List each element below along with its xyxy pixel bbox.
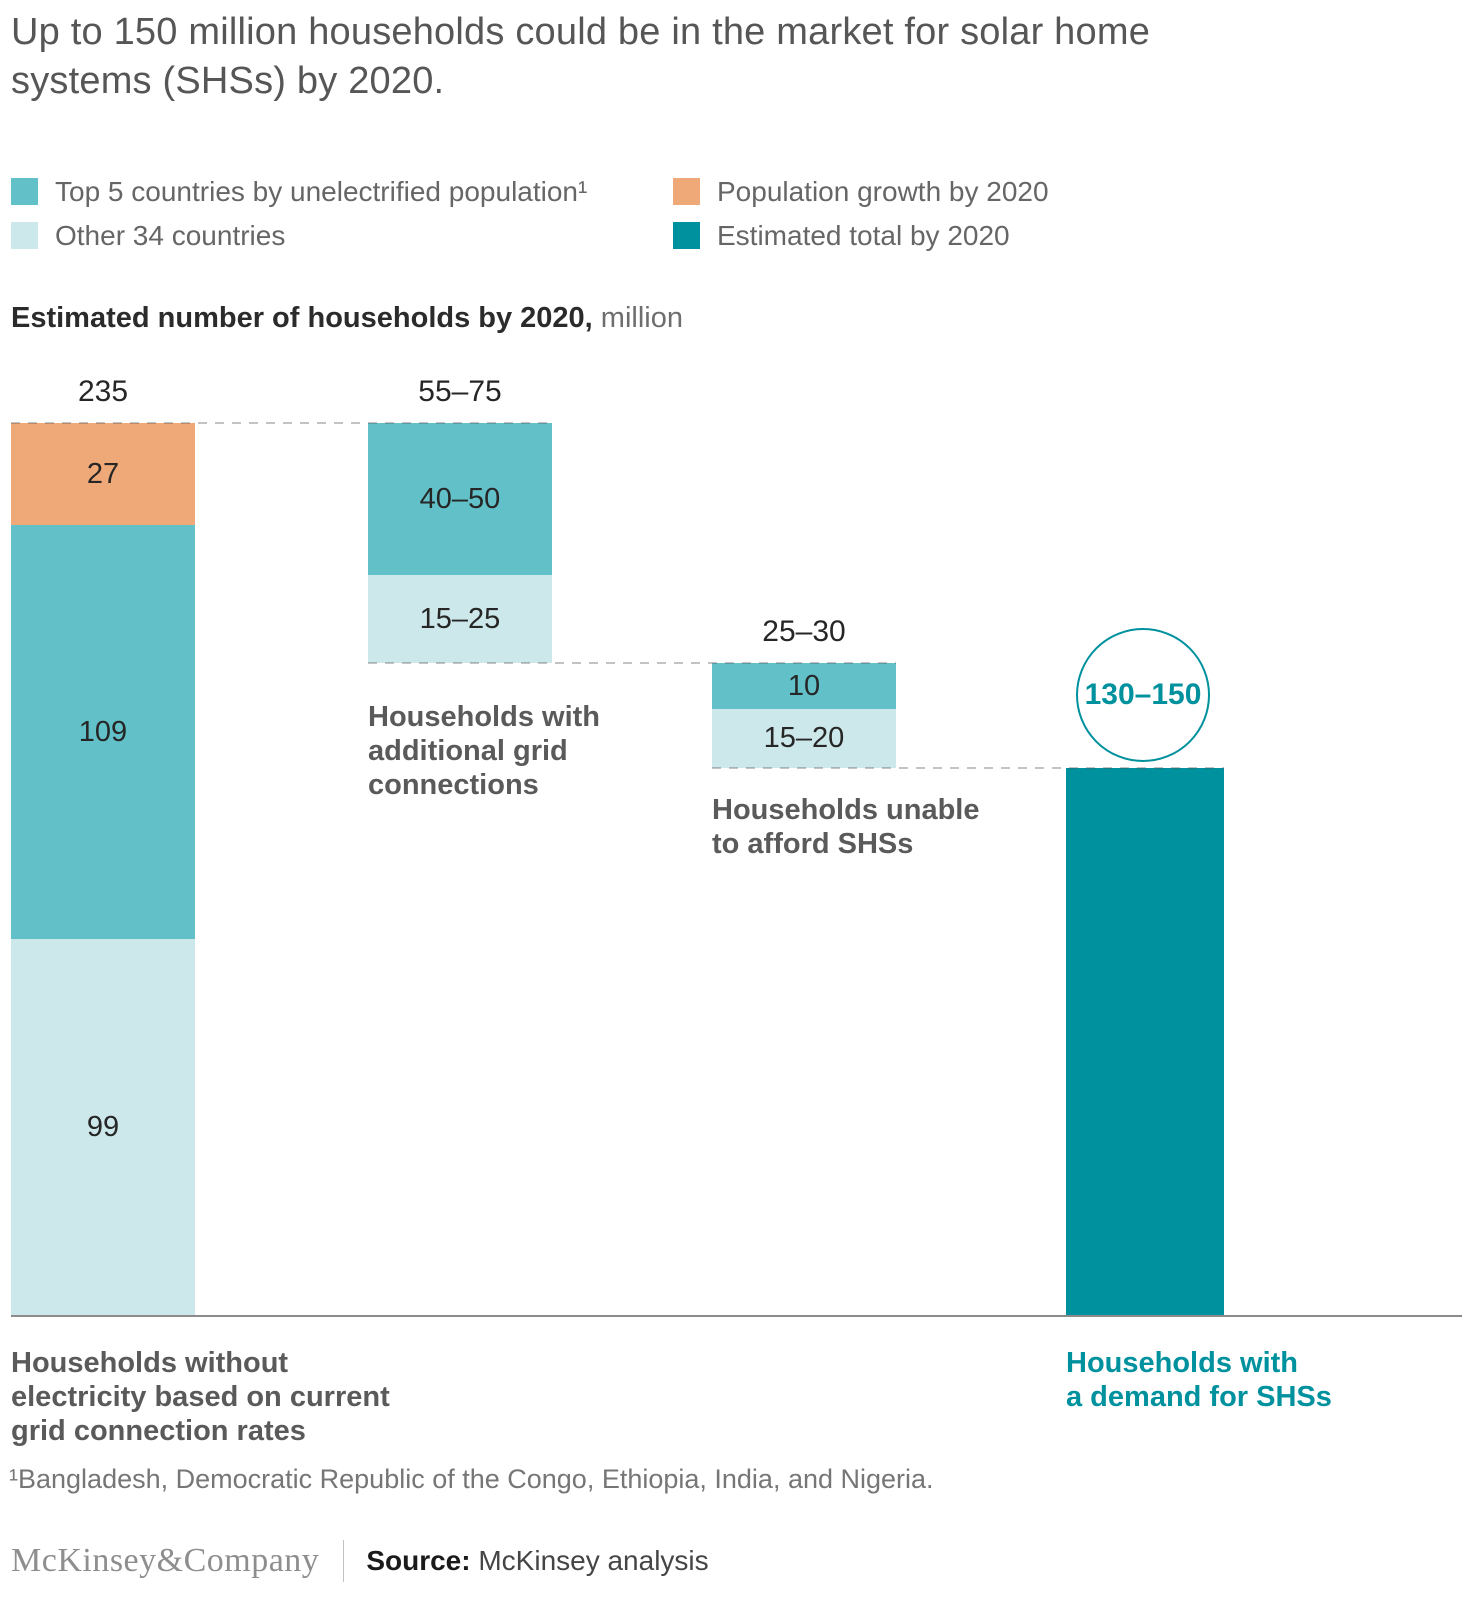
bar-category-label: Households without electricity based on …: [11, 1347, 390, 1447]
legend-item: Estimated total by 2020: [673, 219, 1010, 251]
bar-segment-population-growth: [11, 423, 195, 526]
light-swatch-icon: [11, 222, 38, 249]
footnote: ¹Bangladesh, Democratic Republic of the …: [9, 1464, 934, 1494]
bar-segment-top-5-countries: [11, 525, 195, 940]
axis-title-main: Estimated number of households by 2020,: [11, 302, 593, 334]
chart-title: Up to 150 million households could be in…: [11, 11, 1151, 102]
legend-item: Population growth by 2020: [673, 175, 1049, 207]
bar-segment-other-34-countries: [368, 574, 552, 663]
baseline: [11, 1315, 1462, 1317]
segment-value-label: 15–25: [419, 602, 501, 635]
legend-label: Other 34 countries: [55, 219, 286, 251]
legend-label: Top 5 countries by unelectrified populat…: [55, 175, 588, 207]
segment-value-label: 10: [787, 669, 821, 702]
axis-title: Estimated number of households by 2020, …: [11, 302, 683, 335]
segment-value-label: 40–50: [419, 482, 501, 515]
axis-title-unit: million: [592, 302, 683, 334]
footer-divider: [343, 1540, 345, 1582]
bar-category-label: Households with additional grid connecti…: [368, 701, 600, 801]
segment-value-label: 27: [86, 458, 120, 491]
source-line: Source: McKinsey analysis: [366, 1545, 708, 1577]
legend-label: Estimated total by 2020: [717, 219, 1010, 251]
bar-total-label: 25–30: [762, 615, 846, 648]
segment-value-label: 15–20: [763, 722, 845, 755]
legend-item: Other 34 countries: [11, 219, 286, 251]
bar-segment-other-34-countries: [11, 939, 195, 1316]
bar-segment-other-34-countries: [712, 708, 896, 768]
bar-segment-top-5-countries: [368, 423, 552, 575]
legend-label: Population growth by 2020: [717, 175, 1049, 207]
connector-dashed-line: [11, 422, 552, 424]
bar-total-label: 235: [77, 375, 129, 408]
source-label: Source:: [366, 1545, 471, 1576]
teal-swatch-icon: [11, 178, 38, 205]
mckinsey-logo: McKinsey&Company: [11, 1542, 320, 1579]
segment-value-label: 109: [78, 716, 128, 749]
bar-total-label: 55–75: [418, 375, 502, 408]
legend-item: Top 5 countries by unelectrified populat…: [11, 175, 588, 207]
orange-swatch-icon: [673, 178, 700, 205]
bar-segment-estimated-total: [1066, 768, 1224, 1315]
bar-category-label: Households unable to afford SHSs: [712, 794, 980, 860]
connector-dashed-line: [712, 767, 1224, 769]
footer: McKinsey&Company Source: McKinsey analys…: [11, 1540, 709, 1582]
source-text: McKinsey analysis: [478, 1545, 709, 1576]
segment-value-label: 99: [86, 1111, 120, 1144]
total-circle-badge: 130–150: [1076, 628, 1210, 762]
dark-swatch-icon: [673, 222, 700, 249]
bar-segment-top-5-countries: [712, 663, 896, 709]
connector-dashed-line: [368, 662, 896, 664]
bar-category-label: Households with a demand for SHSs: [1066, 1347, 1332, 1413]
